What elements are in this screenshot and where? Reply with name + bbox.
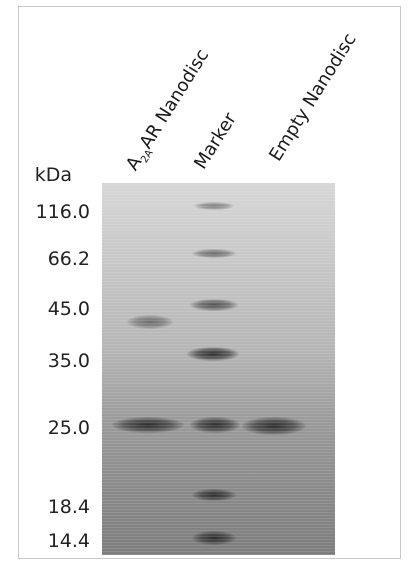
kda-116: 116.0 <box>35 201 90 223</box>
marker-band-35 <box>187 347 239 361</box>
marker-band-45 <box>190 299 238 311</box>
lane1-band-25kda <box>112 417 184 433</box>
marker-band-116 <box>194 202 234 210</box>
kda-25: 25.0 <box>47 417 90 439</box>
kda-14: 14.4 <box>47 530 90 552</box>
marker-band-18 <box>192 489 236 501</box>
lane3-band-25kda <box>242 417 306 435</box>
kda-18: 18.4 <box>47 496 90 518</box>
kda-35: 35.0 <box>47 350 90 372</box>
kda-45: 45.0 <box>47 298 90 320</box>
kda-unit-label: kDa <box>34 164 72 186</box>
lane1-band-45kda <box>127 315 173 329</box>
gel-image <box>102 183 335 555</box>
marker-band-25 <box>190 417 240 433</box>
kda-66: 66.2 <box>47 248 90 270</box>
marker-band-14 <box>192 531 236 545</box>
marker-band-66 <box>192 249 236 258</box>
